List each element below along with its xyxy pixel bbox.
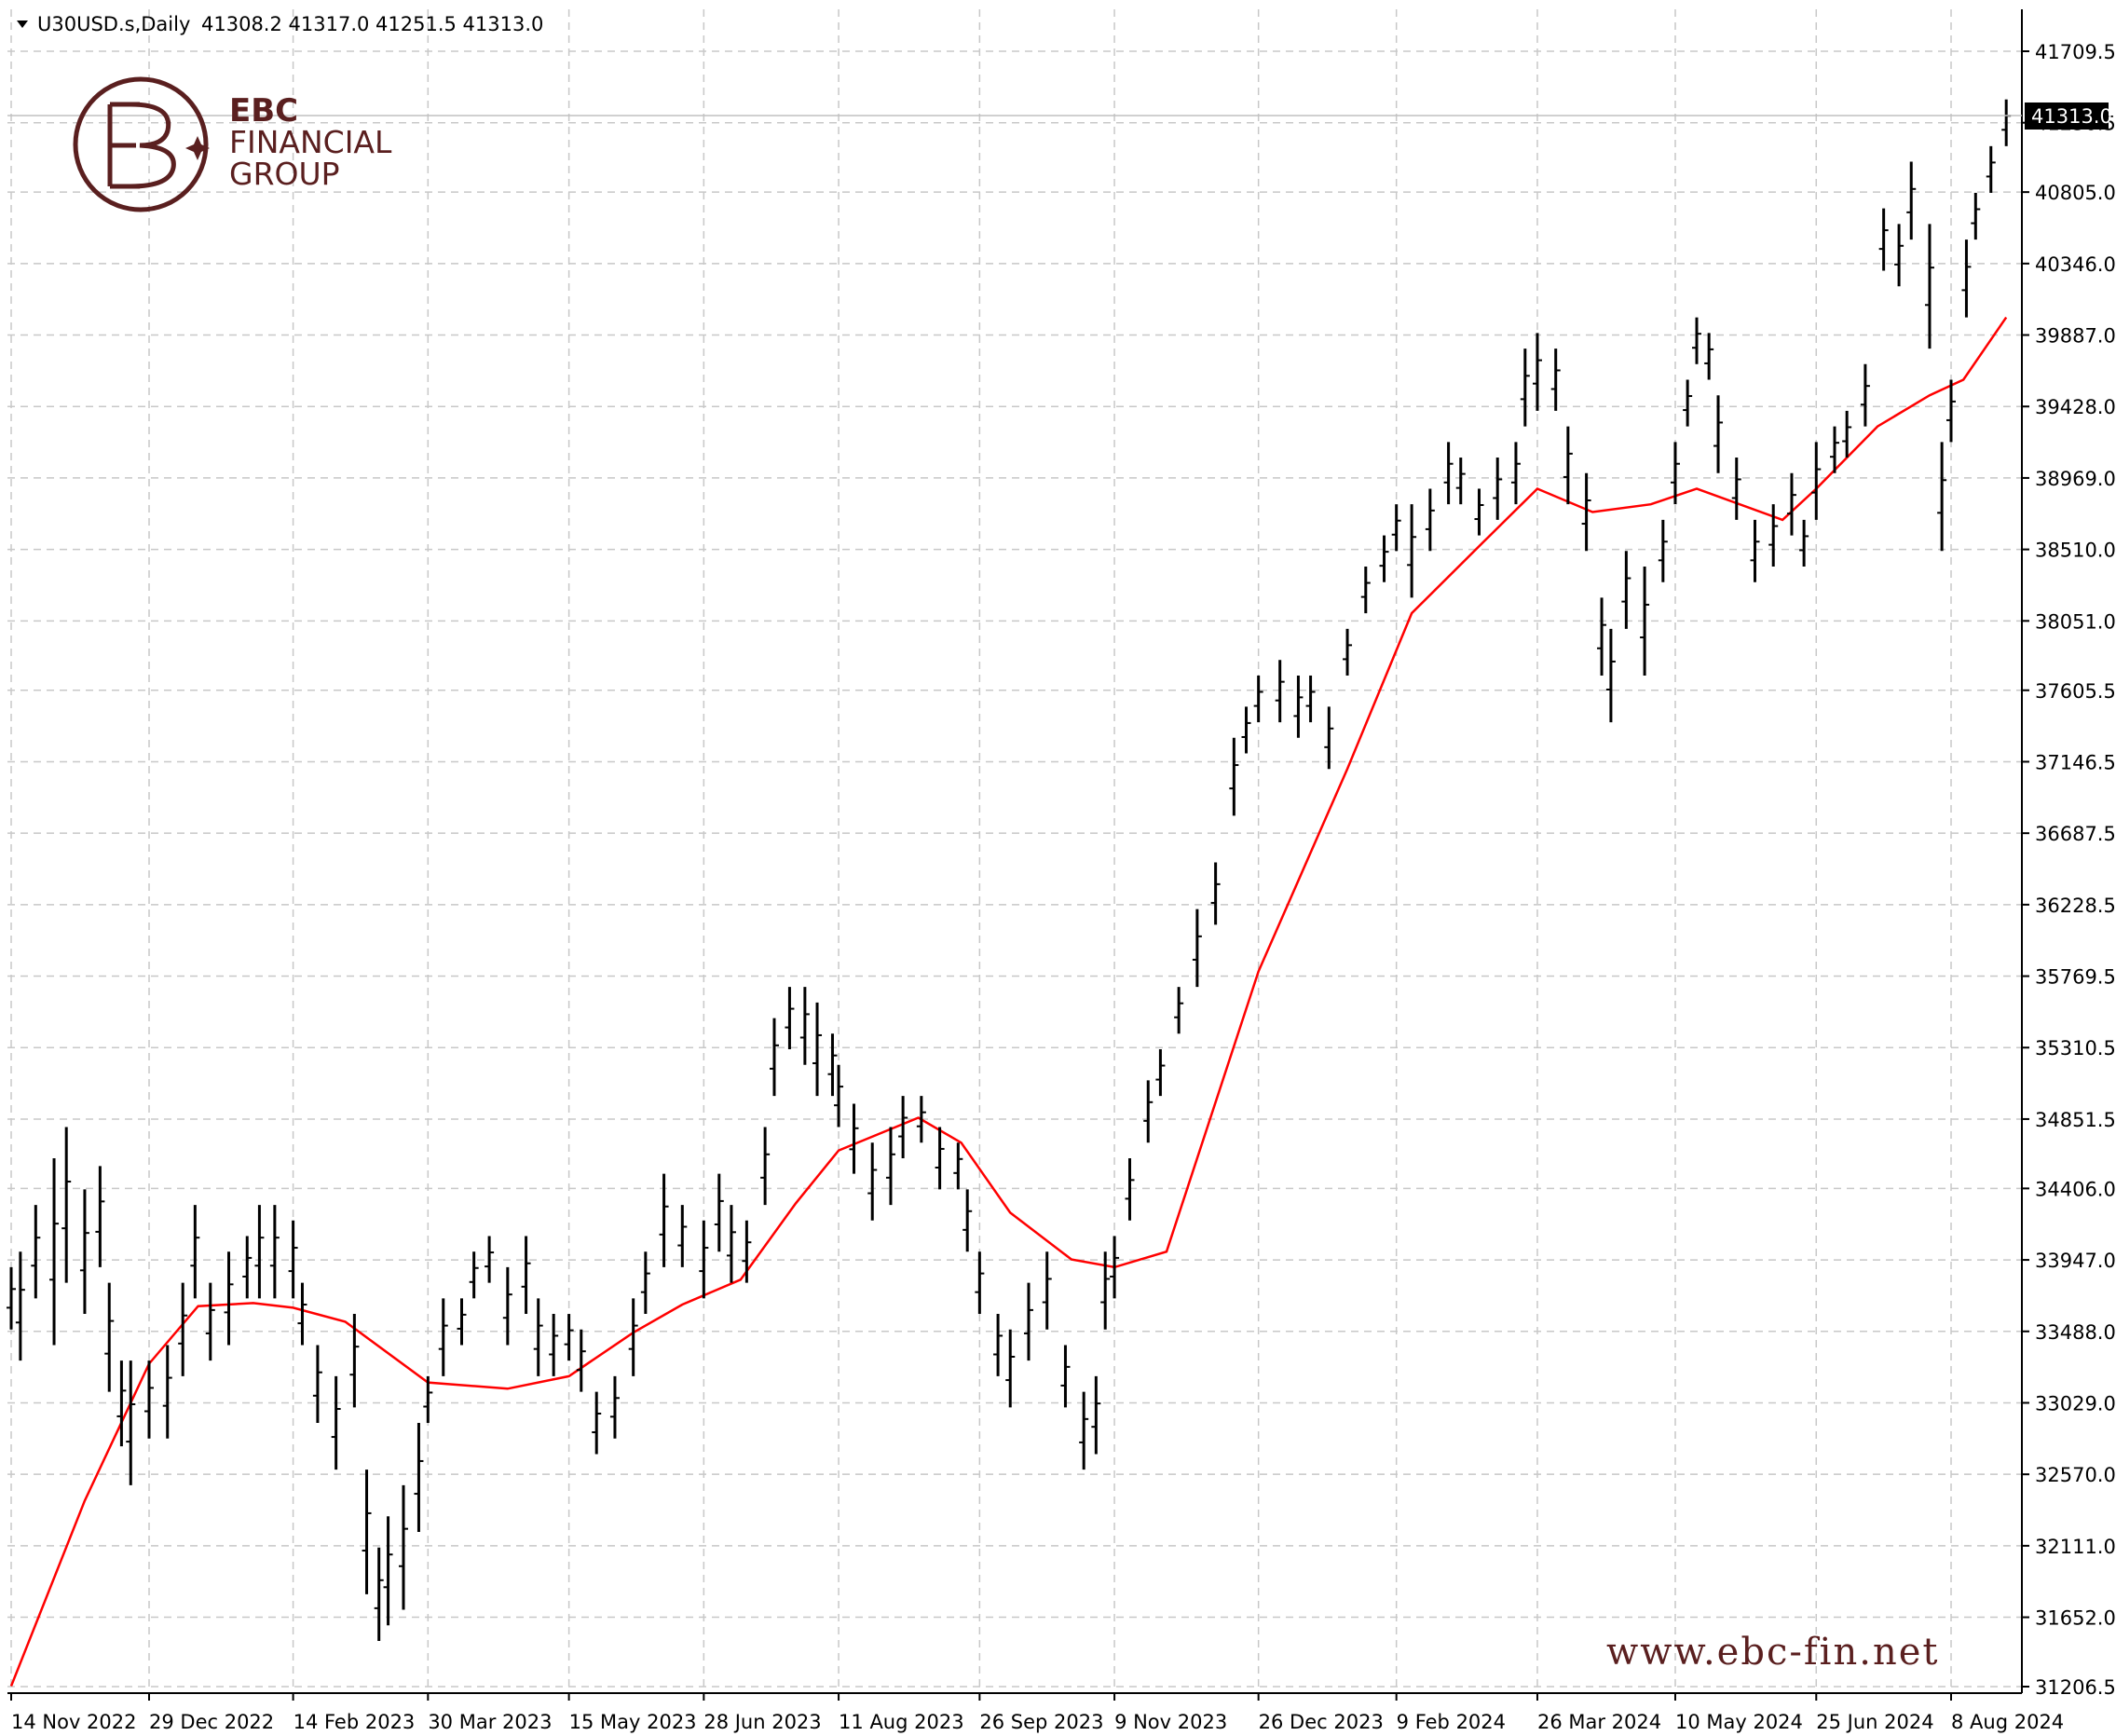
- y-tick-label: 41709.5: [2035, 41, 2116, 63]
- chart-header[interactable]: U30USD.s,Daily 41308.2 41317.0 41251.5 4…: [17, 13, 543, 35]
- x-tick-label: 29 Dec 2022: [149, 1711, 274, 1733]
- x-tick-label: 9 Nov 2023: [1114, 1711, 1227, 1733]
- x-tick-label: 26 Sep 2023: [979, 1711, 1103, 1733]
- x-tick-label: 26 Dec 2023: [1259, 1711, 1384, 1733]
- y-tick-label: 38051.0: [2035, 610, 2116, 633]
- x-tick-label: 26 Mar 2024: [1537, 1711, 1661, 1733]
- y-tick-label: 39428.0: [2035, 396, 2116, 418]
- y-tick-label: 33488.0: [2035, 1321, 2116, 1344]
- y-tick-label: 37146.5: [2035, 751, 2116, 773]
- y-tick-label: 40346.0: [2035, 253, 2116, 276]
- y-tick-label: 31652.0: [2035, 1607, 2116, 1630]
- y-tick-label: 33947.0: [2035, 1250, 2116, 1272]
- y-tick-label: 36687.5: [2035, 823, 2116, 845]
- x-tick-labels: 14 Nov 2022 29 Dec 2022 14 Feb 2023 30 Mar …: [10, 1693, 2064, 1733]
- x-tick-label: 15 May 2023: [569, 1711, 697, 1733]
- x-tick-label: 8 Aug 2024: [1951, 1711, 2064, 1733]
- y-tick-label: 36228.5: [2035, 895, 2116, 917]
- y-tick-label: 32570.0: [2035, 1464, 2116, 1486]
- axes: [7, 9, 2023, 1694]
- moving-average-path: [9, 316, 2008, 1687]
- current-price-box: [2025, 103, 2109, 130]
- y-tick-label: 34851.5: [2035, 1109, 2116, 1131]
- logo-line-3: GROUP: [229, 156, 340, 192]
- ebc-logo-icon: [73, 76, 210, 212]
- current-price-marker: 41313.0: [7, 103, 2112, 130]
- y-tick-label: 39887.0: [2035, 325, 2116, 348]
- current-price-label: 41313.0: [2031, 105, 2112, 128]
- logo-line-1: EBC: [229, 92, 298, 130]
- y-tick-label: 33029.0: [2035, 1392, 2116, 1415]
- x-tick-label: 10 May 2024: [1675, 1711, 1803, 1733]
- y-tick-label: 31206.5: [2035, 1676, 2116, 1699]
- moving-average-line: [9, 316, 2008, 1687]
- y-tick-label: 38510.0: [2035, 540, 2116, 562]
- x-tick-label: 14 Feb 2023: [294, 1711, 416, 1733]
- y-tick-label: 38969.0: [2035, 468, 2116, 490]
- y-tick-label: 32111.0: [2035, 1536, 2116, 1558]
- ohlc-readout: 41308.2 41317.0 41251.5 41313.0: [201, 13, 543, 35]
- y-tick-label: 40805.0: [2035, 182, 2116, 204]
- y-tick-label: 35769.5: [2035, 966, 2116, 989]
- x-tick-label: 25 Jun 2024: [1816, 1711, 1933, 1733]
- y-tick-label: 34406.0: [2035, 1178, 2116, 1200]
- symbol-label: U30USD.s,Daily: [37, 13, 190, 35]
- y-tick-label: 37605.5: [2035, 680, 2116, 703]
- grid: [7, 9, 2022, 1693]
- x-tick-label: 11 Aug 2023: [839, 1711, 964, 1733]
- triangle-down-icon[interactable]: [17, 21, 28, 28]
- y-tick-label: 35310.5: [2035, 1037, 2116, 1059]
- x-tick-label: 14 Nov 2022: [11, 1711, 137, 1733]
- logo-line-2: FINANCIAL: [229, 124, 392, 160]
- x-tick-label: 28 Jun 2023: [703, 1711, 821, 1733]
- x-tick-label: 9 Feb 2024: [1397, 1711, 1506, 1733]
- watermark-url: www.ebc-fin.net: [1606, 1631, 1939, 1674]
- ebc-logo: EBC FINANCIAL GROUP: [73, 76, 392, 212]
- x-tick-label: 30 Mar 2023: [428, 1711, 552, 1733]
- ohlc-bars: [7, 99, 2012, 1641]
